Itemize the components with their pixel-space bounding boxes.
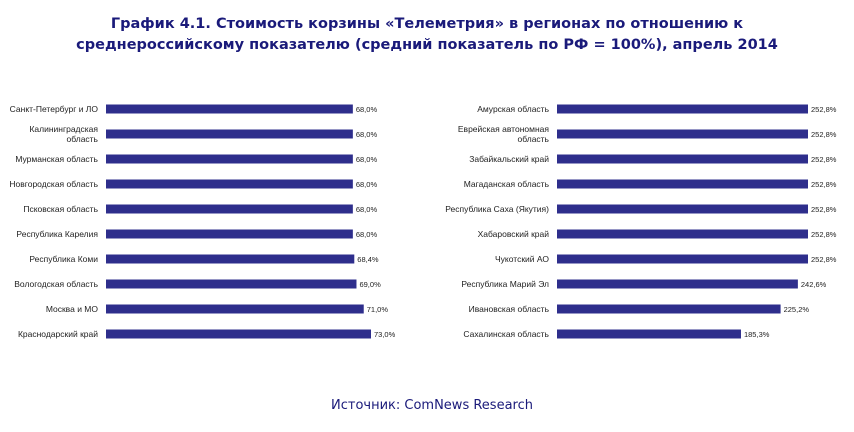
right-category-label: Еврейская автономная область	[458, 124, 550, 144]
left-bar	[106, 304, 364, 314]
chart-title-line-2: среднероссийскому показателю (средний по…	[76, 37, 778, 53]
left-bar	[106, 179, 353, 189]
source-note: Источник: ComNews Research	[331, 398, 533, 413]
left-category-label: Вологодская область	[14, 279, 98, 289]
left-value-label: 69,0%	[359, 280, 381, 289]
right-value-label: 242,6%	[801, 280, 827, 289]
left-value-label: 73,0%	[374, 330, 396, 339]
right-category-label: Республика Саха (Якутия)	[445, 204, 549, 214]
left-bar	[106, 279, 357, 289]
right-bar	[557, 179, 808, 189]
left-category-label: Республика Коми	[29, 254, 98, 264]
right-category-label: Сахалинская область	[463, 329, 549, 339]
right-value-label: 252,8%	[811, 105, 837, 114]
right-bar	[557, 254, 808, 264]
right-category-label: Хабаровский край	[478, 229, 550, 239]
left-category-label: Мурманская область	[15, 154, 98, 164]
right-bar	[557, 329, 741, 339]
right-value-label: 252,8%	[811, 155, 837, 164]
right-value-label: 252,8%	[811, 230, 837, 239]
left-value-label: 68,0%	[356, 205, 378, 214]
left-category-label: Псковская область	[23, 204, 98, 214]
left-bar	[106, 329, 371, 339]
left-bar	[106, 104, 353, 114]
left-bar	[106, 254, 355, 264]
left-value-label: 68,0%	[356, 230, 378, 239]
left-value-label: 68,0%	[356, 130, 378, 139]
left-value-label: 71,0%	[367, 305, 389, 314]
left-bar	[106, 229, 353, 239]
right-bar	[557, 204, 808, 214]
right-category-label: Забайкальский край	[469, 154, 549, 164]
right-category-label: Чукотский АО	[495, 254, 549, 264]
left-bar	[106, 204, 353, 214]
left-value-label: 68,0%	[356, 105, 378, 114]
right-category-label: Амурская область	[477, 104, 549, 114]
left-value-label: 68,0%	[356, 180, 378, 189]
left-bar-chart: Санкт-Петербург и ЛО 68,0% Калининградская…	[9, 104, 395, 339]
left-category-label: Москва и МО	[46, 304, 99, 314]
left-bar	[106, 154, 353, 164]
right-value-label: 225,2%	[784, 305, 810, 314]
right-bar	[557, 104, 808, 114]
left-category-label: Санкт-Петербург и ЛО	[10, 104, 99, 114]
left-value-label: 68,4%	[357, 255, 379, 264]
right-category-label: Магаданская область	[464, 179, 550, 189]
chart-title: График 4.1. Стоимость корзины «Телеметри…	[0, 14, 854, 56]
chart-title-line-1: График 4.1. Стоимость корзины «Телеметри…	[110, 16, 744, 32]
right-value-label: 252,8%	[811, 255, 837, 264]
right-category-label: Республика Марий Эл	[461, 279, 549, 289]
left-bar	[106, 129, 353, 139]
right-value-label: 185,3%	[744, 330, 770, 339]
right-bar-chart: Амурская область 252,8% Еврейская автономн…	[445, 104, 837, 339]
right-bar	[557, 304, 781, 314]
left-category-label: Новгородская область	[9, 179, 98, 189]
left-category-label: Калининградская область	[29, 124, 98, 144]
left-category-label: Республика Карелия	[16, 229, 98, 239]
right-bar	[557, 154, 808, 164]
right-bar	[557, 129, 808, 139]
left-value-label: 68,0%	[356, 155, 378, 164]
right-value-label: 252,8%	[811, 205, 837, 214]
left-category-label: Краснодарский край	[18, 329, 98, 339]
right-category-label: Ивановская область	[469, 304, 550, 314]
right-bar	[557, 229, 808, 239]
right-bar	[557, 279, 798, 289]
right-value-label: 252,8%	[811, 180, 837, 189]
right-value-label: 252,8%	[811, 130, 837, 139]
